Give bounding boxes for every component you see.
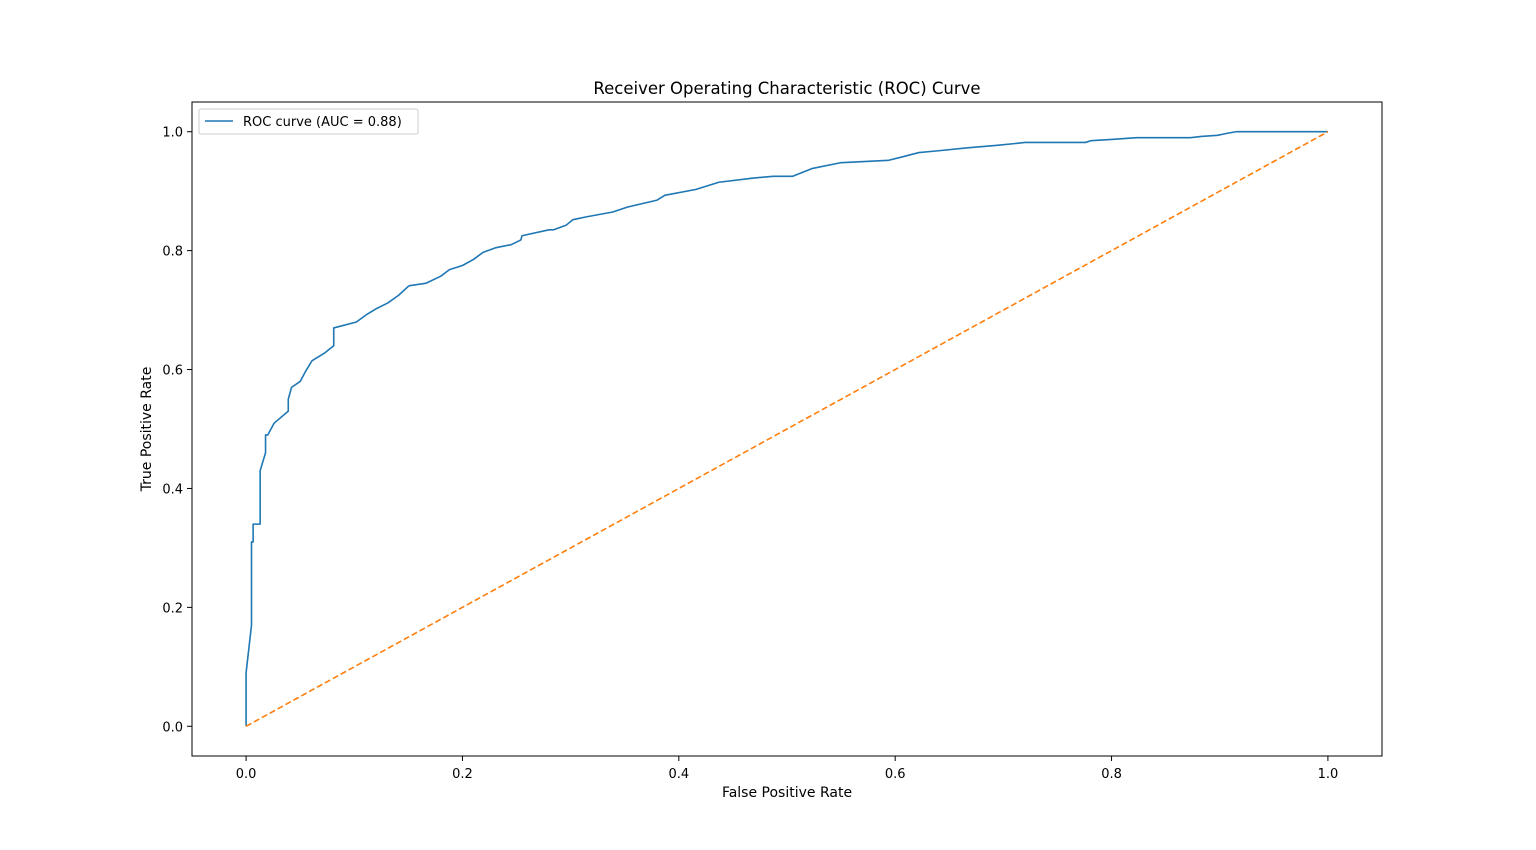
chance-diagonal-line <box>245 131 1329 727</box>
legend-label-roc-curve: ROC curve (AUC = 0.88) <box>243 115 402 130</box>
x-tick-label: 0.4 <box>668 767 689 782</box>
x-axis: 0.0 0.2 0.4 0.6 0.8 1.0 <box>236 756 1339 782</box>
series-layer <box>245 130 1329 727</box>
y-tick-label: 0.6 <box>162 364 183 379</box>
x-tick-label: 1.0 <box>1318 767 1339 782</box>
y-tick-label: 0.2 <box>162 601 183 616</box>
roc-curve-line <box>245 130 1328 727</box>
y-tick-label: 0.8 <box>162 245 183 260</box>
x-tick-label: 0.8 <box>1101 767 1122 782</box>
x-tick-label: 0.2 <box>452 767 473 782</box>
y-tick-label: 1.0 <box>162 126 183 141</box>
x-tick-label: 0.6 <box>885 767 906 782</box>
legend: ROC curve (AUC = 0.88) <box>198 108 419 135</box>
y-tick-label: 0.4 <box>162 482 183 497</box>
y-tick-label: 0.0 <box>162 720 183 735</box>
y-axis-title: True Positive Rate <box>139 367 155 493</box>
x-axis-title: False Positive Rate <box>722 785 852 801</box>
plot-area-frame <box>191 101 1383 757</box>
legend-box <box>198 108 419 135</box>
y-axis: 0.0 0.2 0.4 0.6 0.8 1.0 <box>162 126 192 735</box>
chart-title: Receiver Operating Characteristic (ROC) … <box>593 79 980 98</box>
x-tick-label: 0.0 <box>236 767 257 782</box>
